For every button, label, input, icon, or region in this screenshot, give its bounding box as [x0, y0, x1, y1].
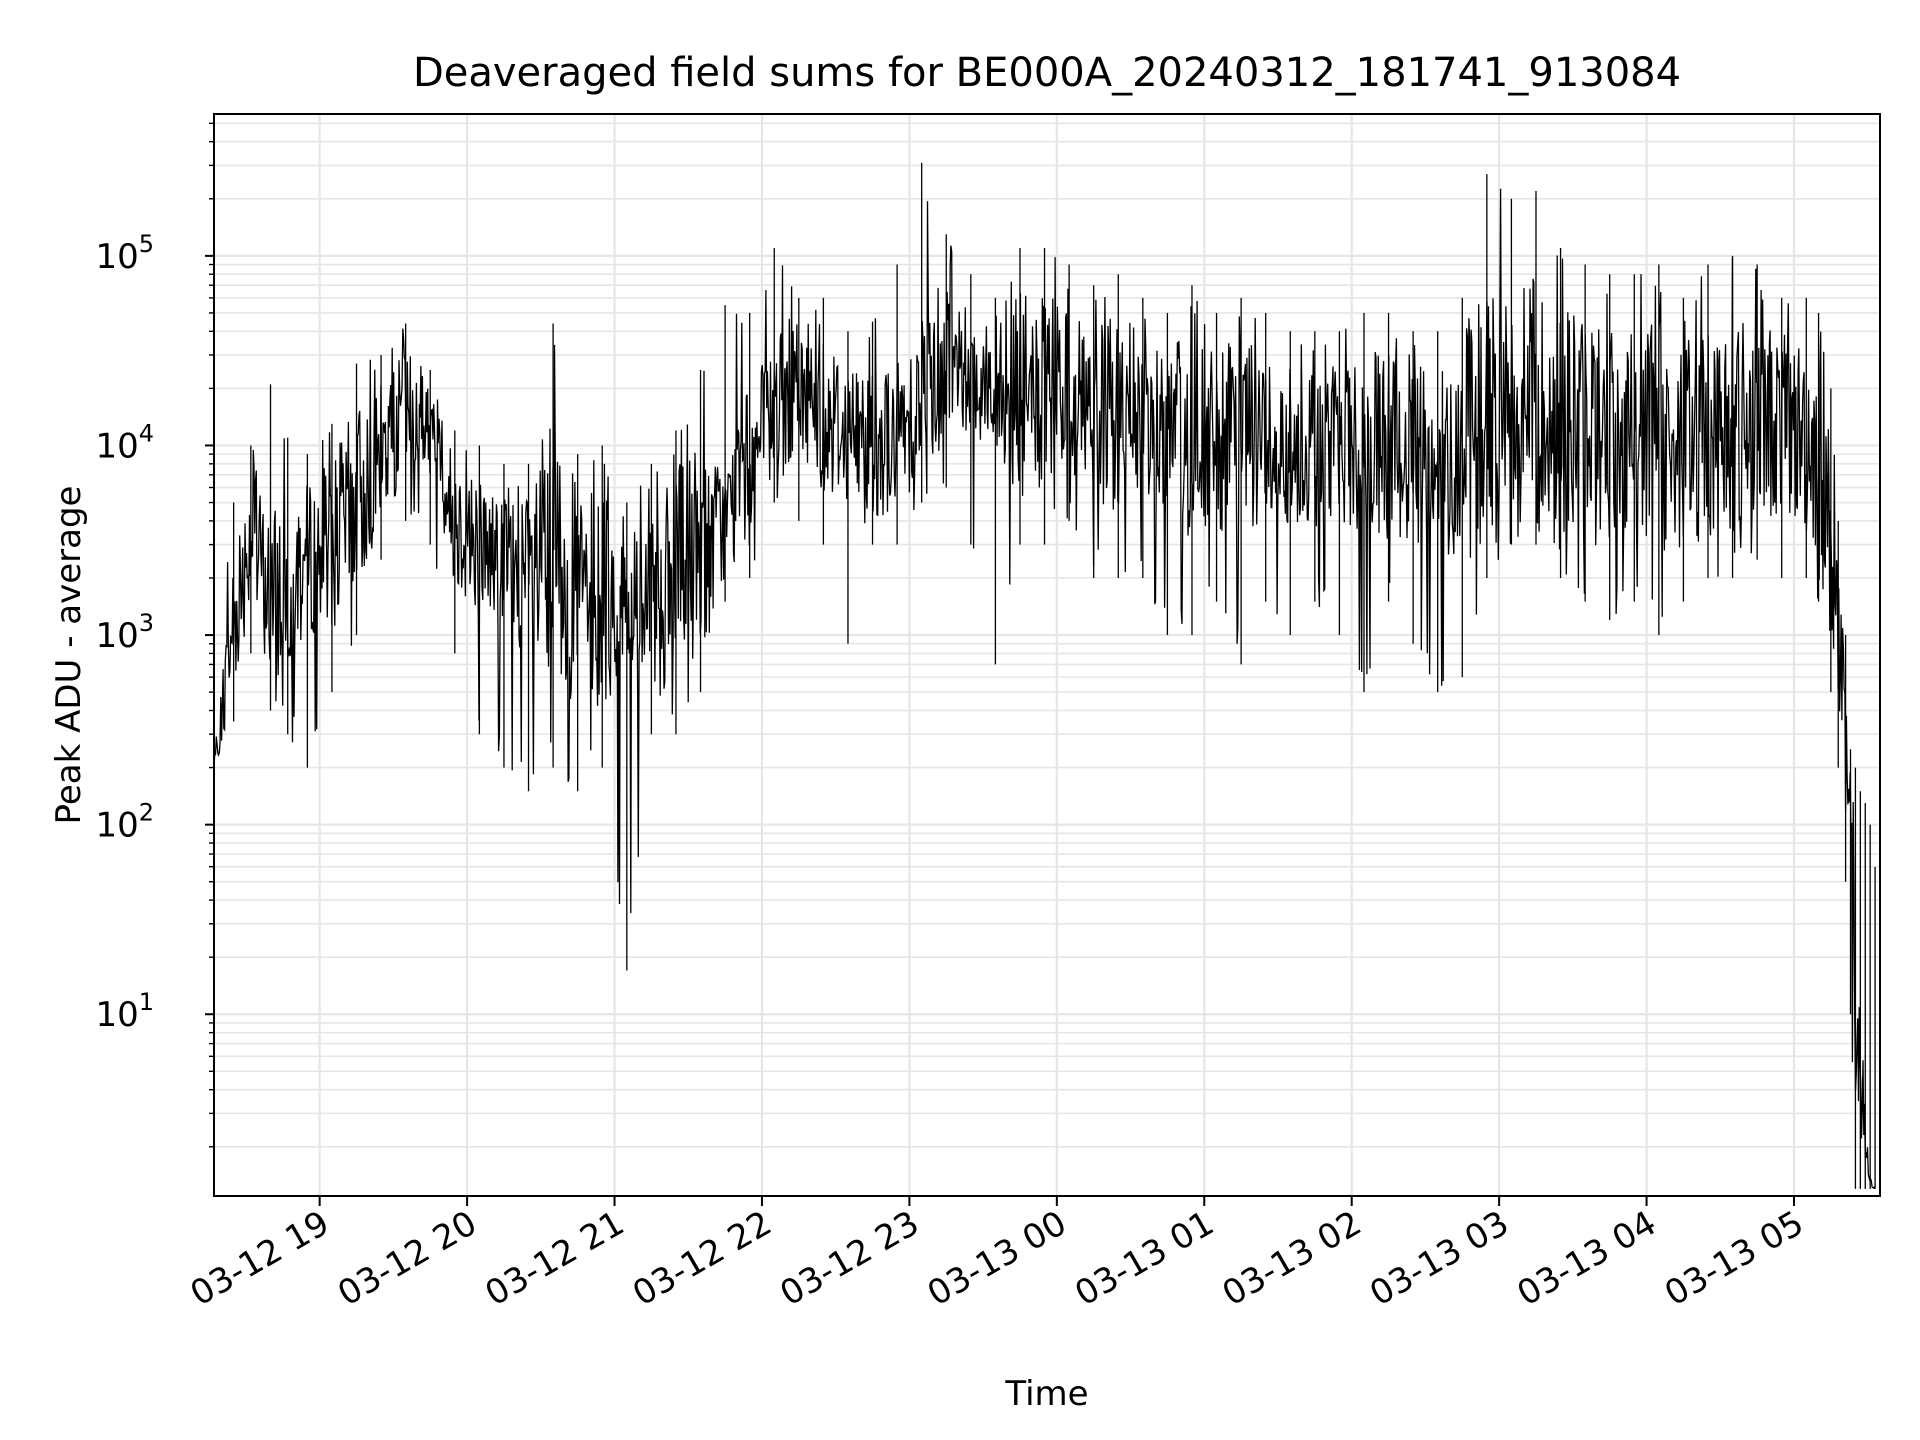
y-tick-label: 105 [95, 230, 154, 277]
plot-frame [213, 113, 1881, 1197]
grid [214, 114, 1880, 1196]
x-tick-label: 03-12 21 [479, 1203, 631, 1314]
x-tick-label: 03-13 02 [1216, 1203, 1368, 1314]
x-tick-label: 03-12 19 [184, 1203, 336, 1314]
y-tick-label: 102 [95, 799, 154, 846]
y-axis-label: Peak ADU - average [49, 486, 89, 825]
x-tick-label: 03-12 20 [331, 1203, 483, 1314]
x-tick-label: 03-13 05 [1658, 1203, 1810, 1314]
y-tick-label: 101 [95, 988, 154, 1035]
y-tick-label: 103 [95, 609, 154, 656]
data-layer [213, 162, 1876, 1190]
x-axis-label: Time [1004, 1374, 1088, 1414]
x-tick-label: 03-13 01 [1068, 1203, 1220, 1314]
y-tick-label: 104 [95, 419, 154, 466]
x-tick-label: 03-12 22 [626, 1203, 778, 1314]
chart-title: Deaveraged field sums for BE000A_2024031… [413, 50, 1681, 96]
x-tick-label: 03-13 04 [1511, 1203, 1663, 1314]
x-tick-label: 03-13 00 [921, 1203, 1073, 1314]
x-tick-label: 03-12 23 [774, 1203, 926, 1314]
x-tick-label: 03-13 03 [1363, 1203, 1515, 1314]
